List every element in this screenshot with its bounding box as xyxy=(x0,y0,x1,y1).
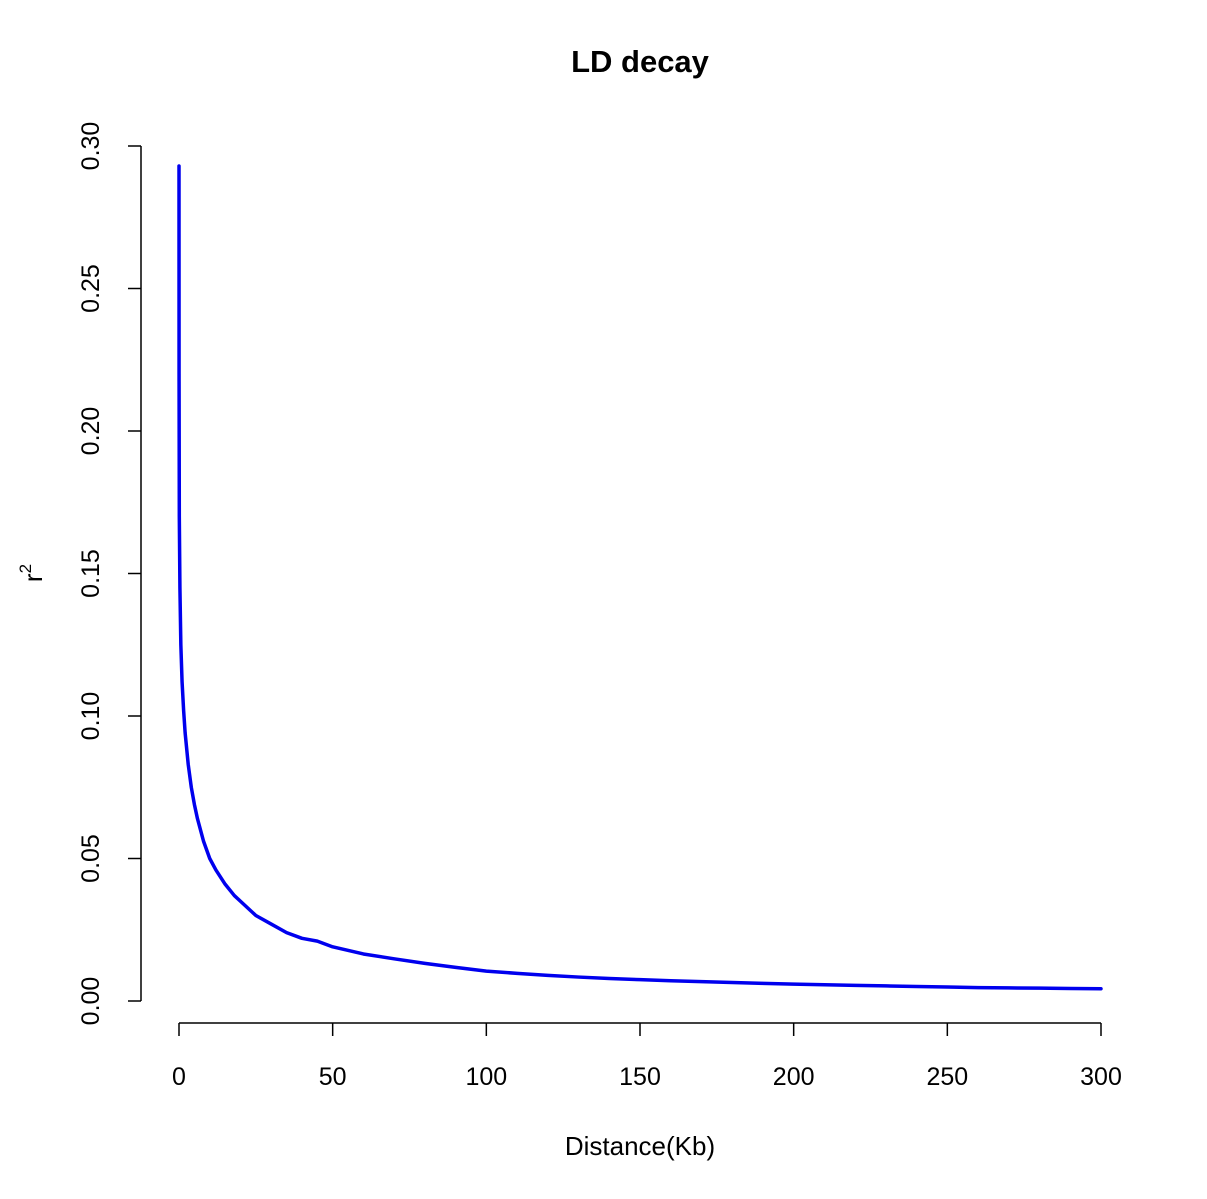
y-tick-label: 0.15 xyxy=(77,549,105,598)
x-tick-label: 100 xyxy=(465,1063,507,1091)
x-tick-label: 200 xyxy=(773,1063,815,1091)
y-axis-label-group: r2 xyxy=(16,564,48,582)
x-tick-label: 50 xyxy=(319,1063,347,1091)
y-tick-label: 0.10 xyxy=(77,692,105,741)
chart-title: LD decay xyxy=(571,44,710,79)
x-tick-label: 300 xyxy=(1080,1063,1122,1091)
y-axis-label-superscript: 2 xyxy=(16,564,35,573)
y-axis-label-base: r xyxy=(18,573,48,582)
y-axis-label: r2 xyxy=(16,564,48,582)
y-tick-label: 0.20 xyxy=(77,407,105,456)
x-tick-label: 250 xyxy=(926,1063,968,1091)
y-tick-label: 0.05 xyxy=(77,834,105,883)
series-line xyxy=(177,164,1103,991)
y-tick-label: 0.00 xyxy=(77,977,105,1026)
x-axis: 0 50 100 150 200 250 300 xyxy=(172,1022,1122,1091)
series-layer xyxy=(177,164,1103,991)
x-tick-label: 0 xyxy=(172,1063,186,1091)
x-axis-label: Distance(Kb) xyxy=(565,1131,715,1161)
x-tick-label: 150 xyxy=(619,1063,661,1091)
y-tick-label: 0.30 xyxy=(77,122,105,171)
y-tick-label: 0.25 xyxy=(77,264,105,313)
y-axis: 0.00 0.05 0.10 0.15 0.20 0.25 0.30 xyxy=(77,122,142,1026)
